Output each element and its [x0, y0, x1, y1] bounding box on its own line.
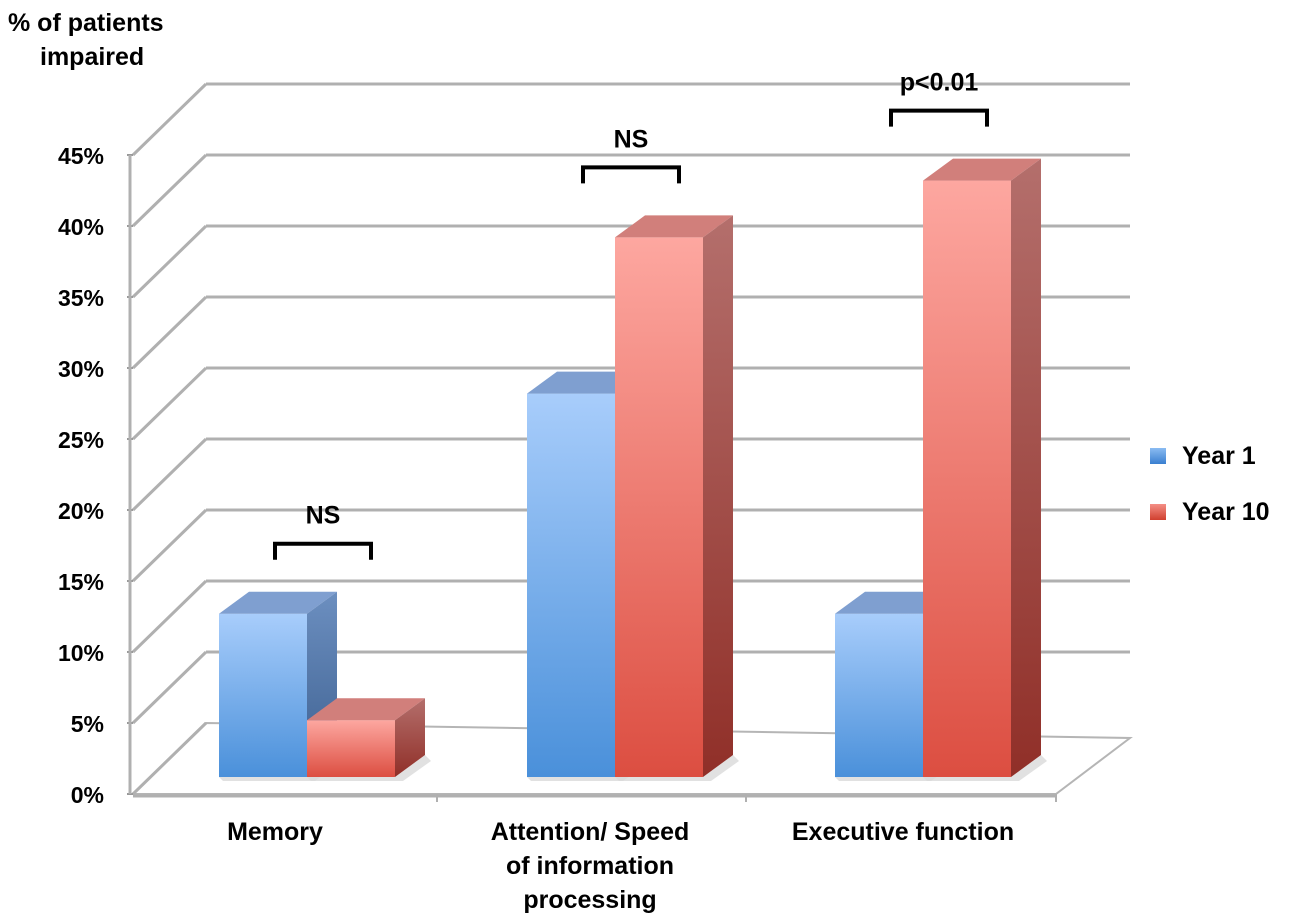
bar-front — [615, 237, 703, 777]
gridline-depth — [131, 366, 208, 441]
y-tick-label: 30% — [58, 356, 104, 382]
bar-top — [615, 215, 733, 238]
x-category-label: Executive function — [792, 818, 1014, 846]
y-tick-label: 25% — [58, 427, 104, 453]
legend-item-year-10: Year 10 — [1150, 484, 1270, 540]
bar-shadow — [615, 755, 739, 781]
bar-front — [923, 180, 1011, 778]
y-axis-title-line2: impaired — [40, 43, 145, 71]
x-category-label-line: of information — [506, 852, 674, 880]
gridline-depth — [131, 508, 208, 583]
significance-bracket — [273, 541, 373, 560]
bar-shadow — [923, 755, 1047, 781]
significance-label: NS — [306, 502, 341, 530]
gridline-depth — [131, 295, 208, 370]
gridline-depth — [131, 437, 208, 512]
legend: Year 1 Year 10 — [1150, 428, 1270, 540]
bar-front — [527, 393, 615, 777]
bar-front — [219, 613, 307, 777]
y-tick-label: 35% — [58, 285, 104, 311]
bar-top — [219, 591, 337, 614]
y-tick-label: 45% — [58, 143, 104, 169]
bar-front — [835, 613, 923, 777]
bar-front — [307, 720, 395, 777]
y-tick-label: 5% — [71, 711, 104, 737]
y-axis-title-line1: % of patients — [8, 9, 164, 37]
bar-shadow — [307, 755, 431, 781]
gridline-depth — [131, 224, 208, 299]
bar-year-1-0 — [219, 591, 343, 781]
y-tick-label: 0% — [71, 782, 104, 808]
bar-top — [923, 158, 1041, 181]
bar-year-10-2 — [923, 158, 1047, 781]
significance-bracket — [581, 165, 681, 184]
bar-side — [703, 215, 733, 777]
x-category-label-line: Memory — [227, 818, 323, 846]
legend-item-year-1: Year 1 — [1150, 428, 1270, 484]
y-tick-label: 40% — [58, 214, 104, 240]
x-category-label: Memory — [227, 818, 323, 846]
gridline-depth — [131, 721, 208, 796]
gridline-depth — [131, 579, 208, 654]
gridline-depth — [131, 650, 208, 725]
bar-year-10-0 — [307, 698, 431, 781]
x-category-label-line: Executive function — [792, 818, 1014, 846]
bar-side — [395, 698, 425, 777]
gridline-depth — [131, 153, 208, 228]
x-category-label-line: Attention/ Speed — [491, 818, 690, 846]
bar-year-10-1 — [615, 215, 739, 781]
gridline-depth — [131, 82, 208, 157]
y-axis-title: % of patients impaired — [8, 6, 164, 74]
bar-side — [1011, 158, 1041, 778]
legend-swatch-year-1 — [1150, 448, 1166, 464]
y-tick-label: 20% — [58, 498, 104, 524]
significance-label: p<0.01 — [900, 69, 979, 97]
legend-swatch-year-10 — [1150, 504, 1166, 520]
legend-label-year-1: Year 1 — [1182, 441, 1256, 470]
significance-bracket — [889, 108, 989, 127]
bar-top — [307, 698, 425, 721]
x-category-label: Attention/ Speed of information processing — [491, 818, 690, 914]
y-tick-label: 10% — [58, 640, 104, 666]
legend-label-year-10: Year 10 — [1182, 497, 1270, 526]
x-category-label-line: processing — [523, 886, 656, 914]
y-tick-label: 15% — [58, 569, 104, 595]
significance-label: NS — [614, 125, 649, 153]
